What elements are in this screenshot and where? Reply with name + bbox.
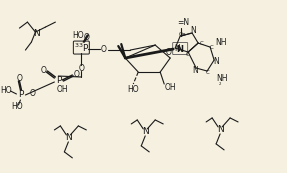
Text: N: N [174,44,180,53]
Text: N: N [142,128,149,136]
Text: HO: HO [12,102,23,111]
Text: O: O [40,66,46,75]
Text: O: O [165,48,171,57]
Text: O: O [78,63,84,72]
Text: $_2$: $_2$ [218,80,222,88]
FancyBboxPatch shape [173,43,188,54]
Text: C: C [185,52,189,57]
Text: C: C [178,32,182,37]
Text: N: N [192,66,198,75]
Text: =N: =N [177,18,189,27]
Text: C: C [205,70,209,75]
Text: =: = [179,31,185,37]
Text: HO: HO [73,31,84,40]
Text: HO: HO [127,85,139,94]
Text: O: O [30,89,35,98]
Text: NH: NH [215,38,227,47]
Text: O: O [84,33,89,42]
Text: C: C [210,45,214,50]
Text: N: N [213,57,219,66]
Text: O: O [17,74,22,83]
Text: $^{33}$P: $^{33}$P [73,42,89,54]
FancyBboxPatch shape [73,41,89,54]
Text: O: O [73,70,79,79]
Text: N: N [217,125,224,134]
Text: C: C [199,41,203,45]
Text: P: P [18,90,23,99]
Text: O: O [100,45,106,54]
Text: N: N [65,133,72,142]
Text: N: N [190,26,196,35]
Text: OH: OH [57,85,68,94]
Text: HO: HO [1,86,12,95]
Text: NH: NH [216,74,228,83]
Text: N: N [177,45,184,54]
Text: N: N [33,29,40,38]
Text: OH: OH [164,84,176,93]
Text: P: P [56,75,61,85]
